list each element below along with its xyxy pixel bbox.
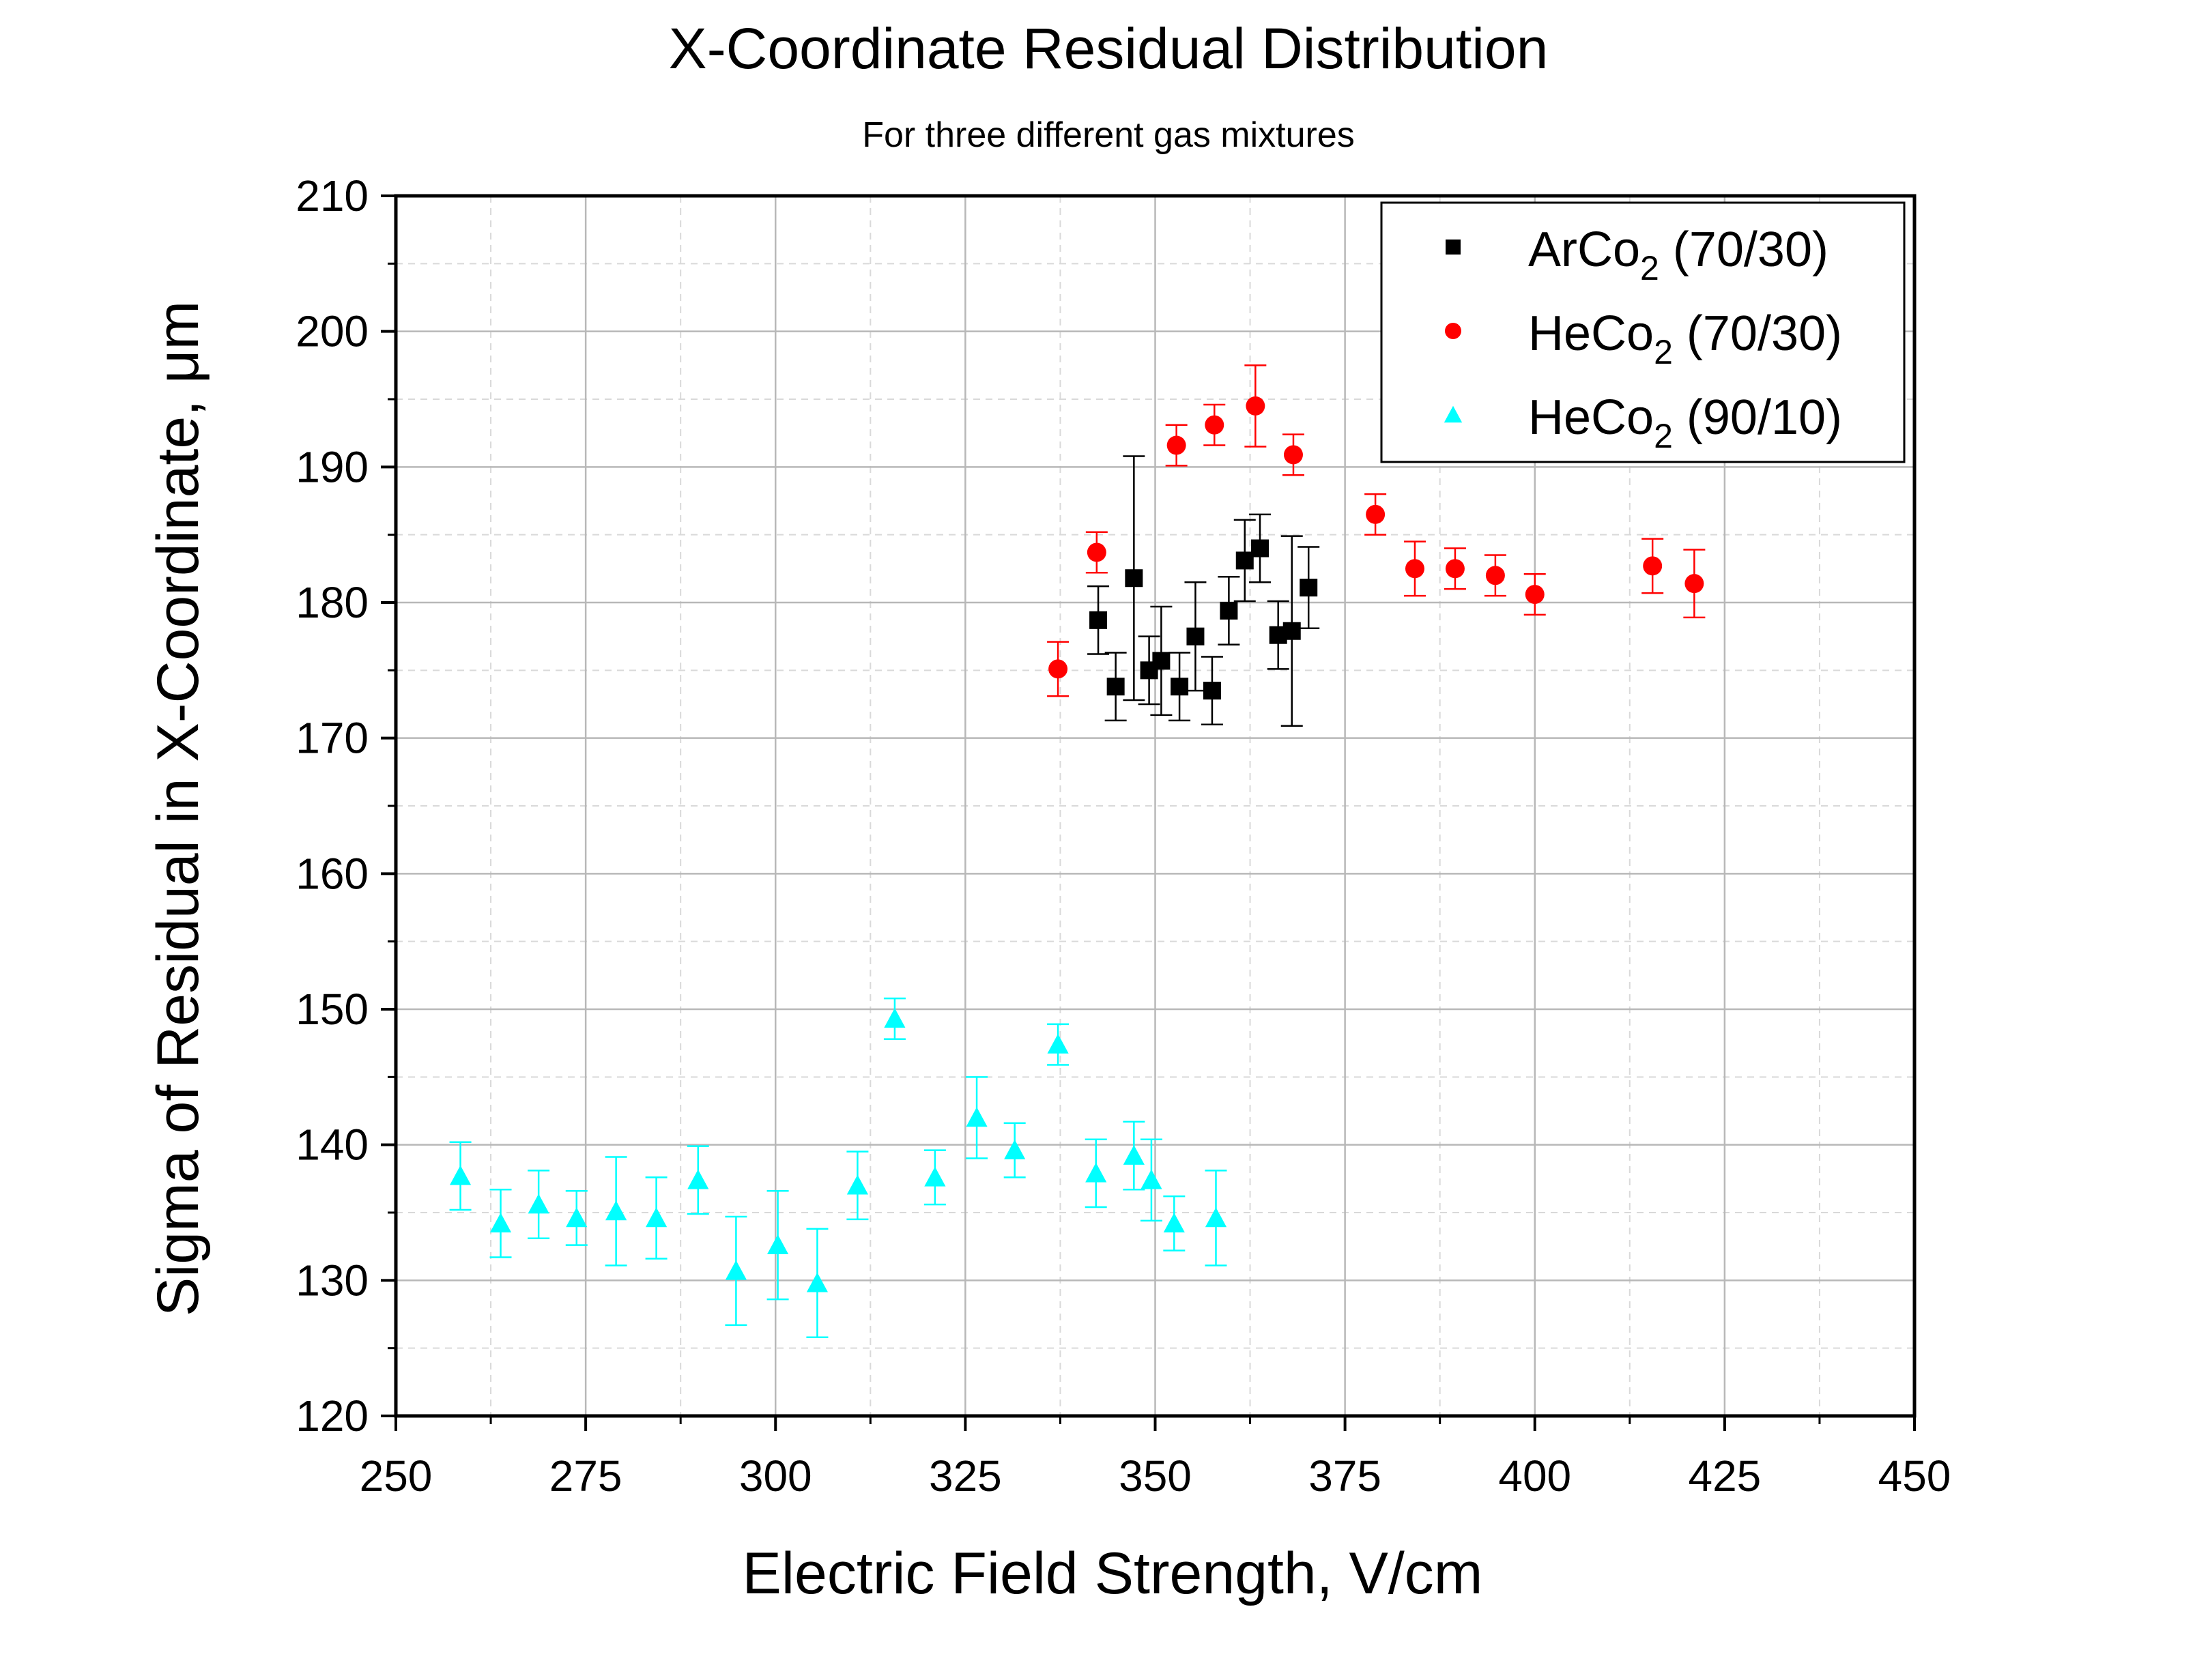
axes: 250 275 300 325 350 375 400 425 450 120 130 140 150 1…	[296, 171, 1951, 1501]
data-point	[1047, 1034, 1069, 1054]
x-tick-label: 275	[549, 1451, 622, 1501]
legend-marker	[1444, 405, 1463, 423]
data-point	[645, 1207, 668, 1228]
y-tick-label: 150	[296, 985, 369, 1034]
data-point	[1186, 627, 1205, 646]
data-point	[1163, 1213, 1185, 1233]
data-point	[1140, 1169, 1162, 1189]
data-point	[449, 1165, 472, 1185]
legend-marker	[1445, 323, 1461, 339]
series-0	[1087, 455, 1320, 727]
y-tick-label: 200	[296, 307, 369, 356]
data-point	[766, 1234, 789, 1254]
legend: ArCo2 (70/30) HeCo2 (70/30) HeCo2 (90/10)	[1380, 201, 1906, 463]
y-axis-label: Sigma of Residual in X-Coordinate, μm	[145, 301, 211, 1316]
data-point	[1166, 435, 1186, 455]
x-tick-label: 425	[1688, 1451, 1761, 1501]
legend-label: HeCo2 (90/10)	[1528, 390, 1842, 455]
chart-subtitle: For three different gas mixtures	[862, 115, 1355, 155]
y-tick-label: 130	[296, 1256, 369, 1305]
series-1	[1047, 364, 1706, 697]
data-point	[1525, 585, 1545, 605]
data-point	[1485, 566, 1505, 585]
x-tick-label: 300	[739, 1451, 812, 1501]
data-point	[1004, 1140, 1026, 1159]
data-point	[528, 1193, 549, 1214]
legend-box	[1380, 201, 1906, 463]
data-point	[1235, 551, 1254, 570]
chart-text: X-Coordinate Residual Distribution For t…	[145, 16, 1548, 1606]
data-point	[1087, 542, 1106, 562]
data-series	[449, 364, 1706, 1339]
y-tick-label: 120	[296, 1391, 369, 1440]
data-point	[489, 1213, 512, 1233]
x-tick-label: 325	[929, 1451, 1002, 1501]
data-point	[1300, 579, 1318, 597]
data-point	[1366, 504, 1386, 524]
data-point	[1643, 556, 1663, 576]
data-point	[1152, 652, 1171, 670]
data-point	[1123, 1144, 1145, 1165]
data-point	[1171, 678, 1189, 696]
y-tick-label: 190	[296, 442, 369, 491]
legend-label: ArCo2 (70/30)	[1528, 222, 1828, 287]
legend-label: HeCo2 (70/30)	[1528, 306, 1842, 371]
x-tick-label: 350	[1119, 1451, 1192, 1501]
data-point	[1246, 396, 1265, 416]
y-tick-label: 210	[296, 171, 369, 220]
data-point	[1203, 682, 1221, 700]
x-tick-label: 250	[360, 1451, 433, 1501]
data-point	[1405, 559, 1424, 579]
data-point	[1089, 611, 1108, 629]
data-point	[924, 1166, 946, 1187]
data-point	[846, 1174, 868, 1195]
x-tick-label: 375	[1308, 1451, 1381, 1501]
data-point	[1684, 574, 1704, 594]
chart-title: X-Coordinate Residual Distribution	[669, 16, 1549, 81]
x-tick-label: 400	[1498, 1451, 1571, 1501]
y-tick-label: 160	[296, 849, 369, 898]
data-point	[687, 1169, 709, 1189]
y-tick-label: 140	[296, 1120, 369, 1170]
data-point	[566, 1207, 588, 1228]
data-point	[1220, 601, 1238, 620]
series-2	[449, 997, 1227, 1339]
x-tick-label: 450	[1878, 1451, 1951, 1501]
data-point	[1282, 622, 1301, 640]
data-point	[1085, 1162, 1107, 1183]
data-point	[1205, 1207, 1227, 1228]
data-point	[1283, 445, 1303, 465]
data-point	[1125, 569, 1143, 588]
data-point	[966, 1107, 988, 1127]
data-point	[1048, 659, 1068, 679]
data-point	[1251, 539, 1269, 557]
data-point	[806, 1272, 829, 1292]
y-tick-label: 170	[296, 714, 369, 763]
data-point	[1445, 559, 1465, 579]
y-tick-label: 180	[296, 578, 369, 627]
data-point	[725, 1260, 747, 1280]
data-point	[1106, 678, 1125, 696]
data-point	[605, 1200, 627, 1221]
data-point	[1205, 415, 1224, 435]
data-point	[884, 1008, 906, 1028]
legend-marker	[1446, 240, 1461, 255]
x-axis-label: Electric Field Strength, V/cm	[743, 1541, 1483, 1606]
